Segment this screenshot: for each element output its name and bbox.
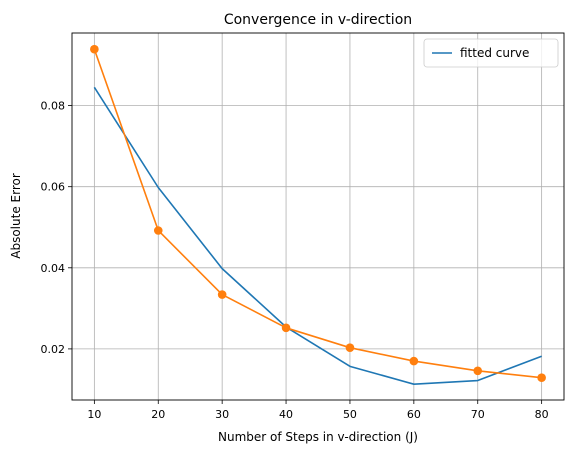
x-tick-label: 60 bbox=[407, 408, 421, 421]
y-tick-label: 0.02 bbox=[41, 343, 66, 356]
x-tick-label: 40 bbox=[279, 408, 293, 421]
series-1-point bbox=[537, 373, 546, 382]
x-tick-label: 50 bbox=[343, 408, 357, 421]
series-0-line bbox=[93, 86, 542, 385]
series-1-line bbox=[93, 48, 542, 379]
series-1-point bbox=[281, 323, 291, 333]
x-tick-label: 70 bbox=[471, 408, 485, 421]
series-1-point bbox=[90, 44, 99, 54]
chart-title: Convergence in v-direction bbox=[224, 12, 412, 28]
series-1-point bbox=[473, 366, 483, 376]
y-axis-label: Absolute Error bbox=[9, 173, 23, 259]
y-tick-label: 0.06 bbox=[41, 181, 66, 194]
x-tick-label: 30 bbox=[215, 408, 229, 421]
series-1-point bbox=[345, 343, 355, 352]
x-tick-label: 20 bbox=[151, 408, 165, 421]
series-layer bbox=[90, 44, 546, 385]
x-axis: 10 20 30 40 50 60 70 80 bbox=[87, 400, 549, 421]
legend-box bbox=[423, 38, 559, 68]
legend-label: fitted curve bbox=[460, 46, 529, 60]
legend: fitted curve bbox=[423, 38, 559, 68]
x-tick-label: 10 bbox=[87, 408, 101, 421]
y-tick-label: 0.04 bbox=[41, 262, 66, 275]
x-tick-label: 80 bbox=[535, 408, 549, 421]
plot-frame bbox=[71, 32, 565, 401]
series-1-point bbox=[217, 290, 227, 299]
series-1-point bbox=[409, 356, 419, 366]
y-tick-label: 0.08 bbox=[41, 100, 66, 113]
x-axis-label: Number of Steps in v-direction (J) bbox=[218, 430, 418, 444]
series-1-point bbox=[153, 226, 163, 235]
grid bbox=[72, 33, 564, 400]
y-axis: 0.02 0.04 0.06 0.08 bbox=[41, 100, 72, 356]
